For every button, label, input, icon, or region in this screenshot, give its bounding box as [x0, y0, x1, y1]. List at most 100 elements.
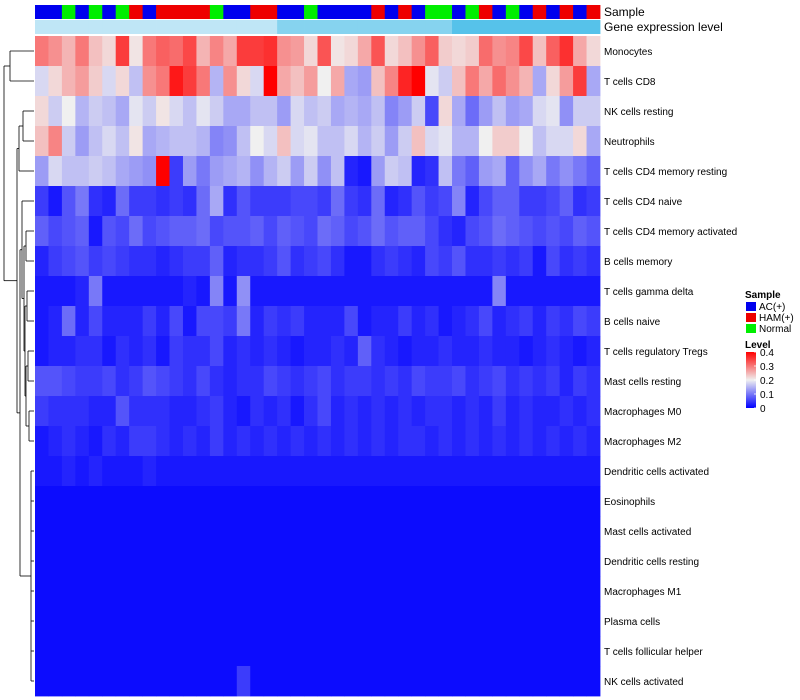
heatmap-cell: [169, 306, 184, 337]
heatmap-cell: [88, 366, 103, 397]
heatmap-cell: [236, 606, 251, 637]
sample-annotation-cell: [478, 5, 493, 19]
heatmap-cell: [452, 216, 466, 247]
heatmap-cell: [156, 396, 170, 427]
heatmap-cell: [263, 156, 278, 187]
heatmap-cell: [465, 156, 480, 187]
heatmap-cell: [250, 396, 265, 427]
heatmap-cell: [250, 66, 265, 97]
heatmap-cell: [236, 156, 251, 187]
heatmap-cell: [35, 366, 49, 397]
heatmap-cell: [102, 666, 117, 697]
heatmap-cell: [330, 186, 345, 217]
heatmap-cell: [425, 576, 439, 607]
heatmap-cell: [277, 66, 291, 97]
heatmap-cell: [102, 96, 117, 127]
heatmap-cell: [277, 576, 291, 607]
heatmap-cell: [492, 216, 507, 247]
heatmap-cell: [102, 486, 117, 517]
heatmap-cell: [357, 36, 372, 67]
heatmap-cell: [88, 396, 103, 427]
heatmap-cell: [398, 126, 413, 157]
heatmap-cell: [573, 426, 587, 457]
heatmap-cell: [452, 66, 466, 97]
heatmap-cell: [196, 426, 211, 457]
heatmap-cell: [371, 666, 386, 697]
heatmap-cell: [586, 516, 601, 547]
heatmap-cell: [344, 216, 359, 247]
heatmap-cell: [546, 486, 561, 517]
row-label: Macrophages M0: [604, 407, 682, 418]
heatmap-cell: [398, 576, 413, 607]
heatmap-cell: [156, 606, 170, 637]
heatmap-cell: [478, 66, 493, 97]
heatmap-cell: [142, 576, 157, 607]
heatmap-cell: [465, 306, 480, 337]
heatmap-cell: [304, 486, 318, 517]
heatmap-cell: [223, 276, 238, 307]
heatmap-cell: [317, 456, 332, 487]
heatmap-cell: [48, 366, 63, 397]
heatmap-cell: [586, 246, 601, 277]
heatmap-cell: [452, 606, 466, 637]
sample-annotation-cell: [344, 5, 359, 19]
heatmap-cell: [88, 216, 103, 247]
heatmap-cell: [586, 576, 601, 607]
heatmap-cell: [102, 66, 117, 97]
heatmap-cell: [196, 486, 211, 517]
heatmap-cell: [209, 546, 224, 577]
heatmap-cell: [290, 636, 305, 667]
heatmap-cell: [371, 426, 386, 457]
heatmap-cell: [277, 216, 291, 247]
heatmap-cell: [344, 246, 359, 277]
heatmap-cell: [465, 426, 480, 457]
heatmap-cell: [519, 576, 534, 607]
heatmap-cell: [492, 396, 507, 427]
heatmap-cell: [586, 156, 601, 187]
heatmap-cell: [330, 636, 345, 667]
heatmap-cell: [357, 606, 372, 637]
sample-annotation-cell: [492, 5, 507, 19]
heatmap-cell: [398, 636, 413, 667]
heatmap-cell: [48, 246, 63, 277]
heatmap-cell: [559, 306, 574, 337]
heatmap-cell: [129, 216, 144, 247]
heatmap-cell: [304, 66, 318, 97]
heatmap-cell: [411, 66, 426, 97]
row-labels: Monocytes T cells CD8 NK cells resting Neut…: [604, 47, 737, 688]
heatmap-cell: [438, 276, 453, 307]
heatmap-cell: [492, 36, 507, 67]
heatmap-cell: [88, 426, 103, 457]
heatmap-cell: [102, 426, 117, 457]
heatmap-cell: [88, 576, 103, 607]
heatmap-cell: [236, 36, 251, 67]
heatmap-cell: [546, 306, 561, 337]
heatmap-cell: [384, 516, 399, 547]
heatmap-cell: [277, 276, 291, 307]
heatmap-cell: [411, 486, 426, 517]
heatmap-cell: [169, 426, 184, 457]
heatmap-cell: [115, 126, 130, 157]
row-label: Macrophages M1: [604, 587, 682, 598]
heatmap-cell: [236, 666, 251, 697]
heatmap-cell: [223, 186, 238, 217]
heatmap-cell: [236, 636, 251, 667]
heatmap-cell: [330, 546, 345, 577]
heatmap-cell: [344, 336, 359, 367]
heatmap-cell: [492, 336, 507, 367]
heatmap-cell: [465, 276, 480, 307]
heatmap-cell: [398, 216, 413, 247]
heatmap-cell: [223, 156, 238, 187]
heatmap-cell: [398, 606, 413, 637]
heatmap-cell: [156, 156, 170, 187]
heatmap-cell: [398, 66, 413, 97]
heatmap-cell: [519, 486, 534, 517]
heatmap-cell: [546, 336, 561, 367]
heatmap-cell: [48, 516, 63, 547]
heatmap-cell: [35, 156, 49, 187]
heatmap-cell: [75, 216, 90, 247]
heatmap-cell: [196, 636, 211, 667]
heatmap-cell: [330, 276, 345, 307]
heatmap-cell: [290, 366, 305, 397]
heatmap-cell: [48, 606, 63, 637]
